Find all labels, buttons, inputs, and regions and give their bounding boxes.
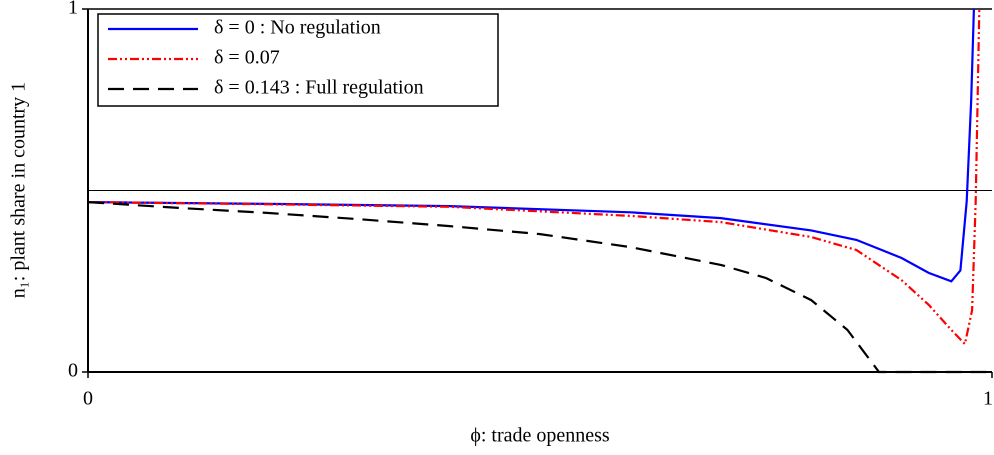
legend-label: δ = 0 : No regulation: [214, 17, 381, 39]
x-tick-label: 1: [983, 388, 993, 410]
line-series: [88, 8, 975, 283]
line-series: [88, 201, 992, 374]
legend-label: δ = 0.143 : Full regulation: [214, 77, 424, 99]
y-tick-label: 1: [68, 0, 78, 19]
x-tick-label: 0: [83, 388, 93, 410]
legend-label: δ = 0.07: [214, 47, 280, 69]
y-tick-label: 0: [68, 360, 78, 382]
y-axis-label: n₁: plant share in country 1: [8, 82, 30, 298]
x-axis-label: ϕ: trade openness: [470, 425, 610, 447]
line-series: [88, 8, 981, 347]
